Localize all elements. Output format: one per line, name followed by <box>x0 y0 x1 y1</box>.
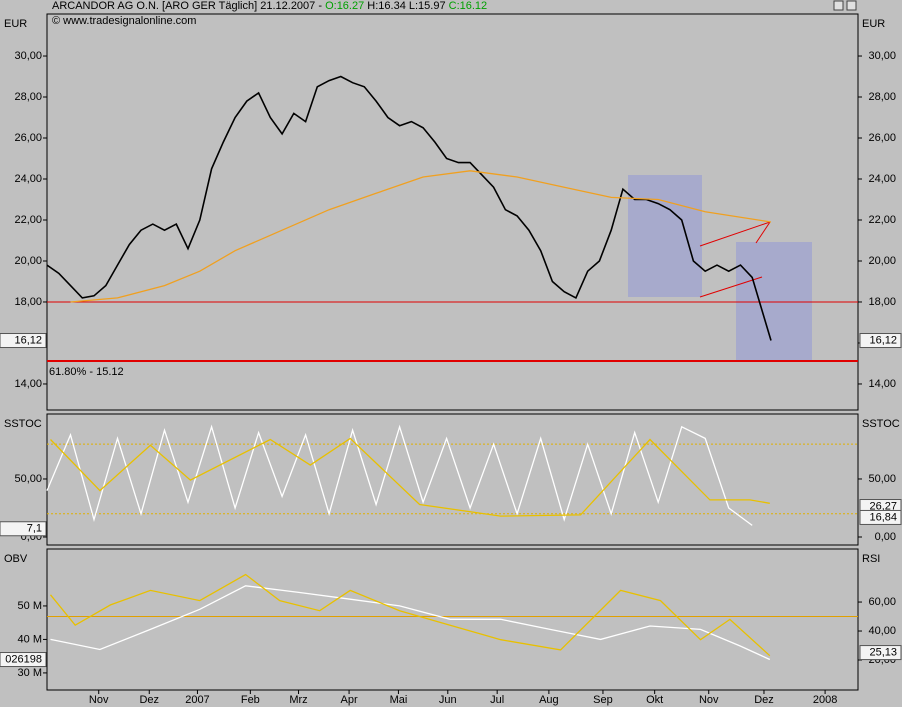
value-tag <box>0 521 47 537</box>
channel-line <box>699 221 771 247</box>
x-tick-label: Dez <box>139 694 159 706</box>
y-tick-label: 50,00 <box>868 473 896 485</box>
value-tag <box>859 645 902 661</box>
x-tick-label: Nov <box>89 694 109 706</box>
y-tick-label: 40 M <box>18 633 42 645</box>
panel-frame <box>46 13 859 411</box>
y-tick-label: 22,00 <box>14 214 42 226</box>
ohlc: C:16.12 <box>449 0 488 12</box>
y-tick-label: 14,00 <box>868 378 896 390</box>
y-tick-label: 0,00 <box>875 531 896 543</box>
axis-label: SSTOC <box>862 418 900 430</box>
ohlc: L:15.97 <box>409 0 446 12</box>
value-tag <box>0 333 47 349</box>
header: ARCANDOR AG O.N. [ARO GER Täglich] 21.12… <box>52 0 487 12</box>
x-tick-label: Dez <box>754 694 774 706</box>
window-button[interactable] <box>833 0 844 11</box>
x-tick-label: Feb <box>241 694 260 706</box>
y-tick-label: 30 M <box>18 667 42 679</box>
value-tag <box>859 509 902 525</box>
value-tag-label: 16,12 <box>14 334 42 346</box>
y-tick-label: 22,00 <box>868 214 896 226</box>
y-tick-label: 28,00 <box>14 91 42 103</box>
y-tick-label: 50 M <box>18 600 42 612</box>
y-tick-label: 28,00 <box>868 91 896 103</box>
x-tick-label: Jun <box>439 694 457 706</box>
zone <box>628 175 702 297</box>
value-tag-label: 16,84 <box>869 511 897 523</box>
x-tick-label: Nov <box>699 694 719 706</box>
x-tick-label: Mrz <box>289 694 307 706</box>
x-tick-label: Okt <box>646 694 663 706</box>
window-button[interactable] <box>846 0 857 11</box>
value-tag-label: 026198 <box>5 653 42 665</box>
series-line <box>50 585 771 661</box>
y2-tick-label: 40,00 <box>868 625 896 637</box>
y-tick-label: 20,00 <box>14 255 42 267</box>
axis-label: EUR <box>862 18 885 30</box>
x-tick-label: Sep <box>593 694 613 706</box>
credit: © www.tradesignalonline.com <box>52 15 196 27</box>
y-tick-label: 50,00 <box>14 473 42 485</box>
x-tick-label: 2007 <box>185 694 209 706</box>
x-tick-label: Mai <box>390 694 408 706</box>
x-tick-label: 2008 <box>813 694 837 706</box>
value-tag-label: 25,13 <box>869 646 897 658</box>
axis-label: OBV <box>4 553 28 565</box>
x-tick-label: Apr <box>341 694 358 706</box>
y-tick-label: 30,00 <box>868 50 896 62</box>
series-line <box>46 424 753 526</box>
x-tick-label: Jul <box>490 694 504 706</box>
y-tick-label: 24,00 <box>14 173 42 185</box>
ohlc: O:16.27 <box>325 0 364 12</box>
y-tick-label: 26,00 <box>14 132 42 144</box>
series-line <box>70 170 772 303</box>
value-tag <box>859 333 902 349</box>
panel-frame <box>46 548 859 691</box>
series-line <box>49 573 771 657</box>
series-line <box>50 437 770 517</box>
y2-tick-label: 60,00 <box>868 596 896 608</box>
panel-frame <box>46 413 859 546</box>
y-tick-label: 18,00 <box>868 296 896 308</box>
chart-title: ARCANDOR AG O.N. [ARO GER Täglich] 21.12… <box>52 0 322 12</box>
ohlc: H:16.34 <box>367 0 406 12</box>
y-tick-label: 20,00 <box>868 255 896 267</box>
value-tag-label: 16,12 <box>869 334 897 346</box>
y-tick-label: 14,00 <box>14 378 42 390</box>
x-tick-label: Aug <box>539 694 559 706</box>
y-tick-label: 30,00 <box>14 50 42 62</box>
value-tag-label: 7,1 <box>27 523 42 535</box>
axis-label: RSI <box>862 553 880 565</box>
channel-line <box>755 221 771 244</box>
y-tick-label: 18,00 <box>14 296 42 308</box>
y-tick-label: 26,00 <box>868 132 896 144</box>
annotation: 61.80% - 15.12 <box>49 366 124 378</box>
axis-label: EUR <box>4 18 27 30</box>
channel-line <box>699 276 763 298</box>
value-tag <box>0 652 47 668</box>
axis-label: SSTOC <box>4 418 42 430</box>
value-tag-label: 26,27 <box>869 500 897 512</box>
y-tick-label: 24,00 <box>868 173 896 185</box>
